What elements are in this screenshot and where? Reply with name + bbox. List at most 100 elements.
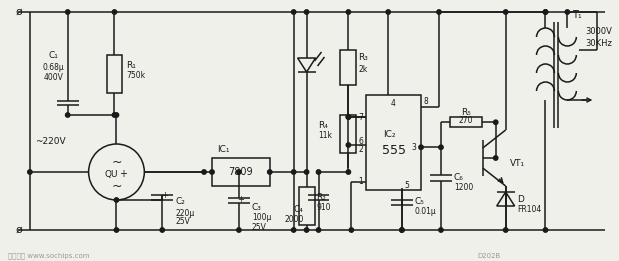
Circle shape [316, 228, 321, 232]
Circle shape [160, 228, 165, 232]
Text: 270: 270 [459, 116, 473, 125]
Circle shape [112, 113, 116, 117]
Circle shape [346, 143, 350, 147]
Bar [366, 95, 421, 190]
Circle shape [292, 10, 296, 14]
Text: 910: 910 [316, 204, 331, 212]
Circle shape [386, 10, 391, 14]
Circle shape [305, 228, 309, 232]
Circle shape [437, 10, 441, 14]
Text: D202B: D202B [478, 253, 501, 259]
Text: IC₁: IC₁ [217, 145, 230, 155]
Circle shape [493, 156, 498, 160]
Circle shape [267, 170, 272, 174]
Text: 220μ: 220μ [175, 209, 194, 217]
Text: D: D [517, 194, 524, 204]
Circle shape [210, 170, 214, 174]
Text: FR104: FR104 [517, 205, 542, 215]
Text: 2: 2 [358, 145, 363, 153]
Text: R₃: R₃ [358, 54, 368, 62]
Text: C₄: C₄ [294, 205, 303, 215]
Circle shape [115, 228, 119, 232]
Circle shape [543, 10, 548, 14]
Text: 750k: 750k [126, 72, 145, 80]
Text: C₆: C₆ [454, 173, 464, 181]
Text: +: + [161, 192, 168, 200]
Circle shape [305, 10, 309, 14]
Text: 8: 8 [423, 98, 428, 106]
Text: T₁: T₁ [573, 10, 582, 20]
Text: 蜂鸟图库 www.sochips.com: 蜂鸟图库 www.sochips.com [8, 253, 90, 259]
Text: R₄: R₄ [319, 121, 329, 129]
Text: 3: 3 [411, 143, 416, 152]
Text: 11k: 11k [319, 130, 332, 139]
Text: VT₁: VT₁ [509, 158, 525, 168]
Text: 7809: 7809 [228, 167, 253, 177]
Text: 2000: 2000 [284, 216, 303, 224]
Circle shape [493, 120, 498, 124]
Text: 1200: 1200 [454, 183, 473, 193]
Circle shape [400, 228, 404, 232]
Text: 2k: 2k [358, 64, 368, 74]
Circle shape [292, 170, 296, 174]
Text: 7: 7 [358, 112, 363, 122]
Circle shape [346, 10, 350, 14]
Text: 3000V: 3000V [586, 27, 612, 37]
Circle shape [346, 115, 350, 119]
Text: 5: 5 [404, 181, 409, 189]
Circle shape [346, 170, 350, 174]
Circle shape [202, 170, 206, 174]
Bar [106, 55, 123, 93]
Text: 25V: 25V [175, 217, 190, 227]
Bar [450, 117, 482, 127]
Circle shape [419, 145, 423, 150]
Text: 100μ: 100μ [252, 213, 271, 222]
Text: R₅: R₅ [461, 108, 471, 117]
Circle shape [305, 170, 309, 174]
Text: R₁: R₁ [126, 61, 136, 69]
Text: ~220V: ~220V [35, 138, 66, 146]
Bar [212, 158, 270, 186]
Text: +: + [238, 195, 245, 205]
Text: R₂: R₂ [316, 193, 326, 201]
Circle shape [115, 113, 119, 117]
Text: 555: 555 [382, 144, 405, 157]
Text: 0.01μ: 0.01μ [415, 207, 436, 217]
Text: C₁: C₁ [49, 50, 59, 60]
Text: 25V: 25V [252, 222, 267, 232]
Circle shape [349, 228, 353, 232]
Text: C₅: C₅ [415, 198, 425, 206]
Text: ø: ø [16, 7, 23, 17]
Text: ~: ~ [111, 180, 122, 193]
Circle shape [439, 145, 443, 150]
Circle shape [346, 115, 350, 119]
Text: 0.68μ: 0.68μ [43, 62, 64, 72]
Text: QU: QU [105, 169, 118, 179]
Text: C₃: C₃ [252, 203, 262, 211]
Bar [340, 115, 357, 153]
Text: 400V: 400V [44, 73, 64, 81]
Circle shape [112, 10, 116, 14]
Text: +: + [119, 169, 128, 179]
Text: 6: 6 [358, 137, 363, 145]
Circle shape [66, 113, 70, 117]
Text: 4: 4 [390, 98, 395, 108]
Circle shape [503, 228, 508, 232]
Circle shape [565, 10, 569, 14]
Circle shape [439, 228, 443, 232]
Circle shape [115, 198, 119, 202]
Circle shape [236, 228, 241, 232]
Circle shape [503, 10, 508, 14]
Bar [340, 50, 357, 85]
Circle shape [316, 170, 321, 174]
Text: 30KHz: 30KHz [586, 39, 612, 48]
Circle shape [28, 170, 32, 174]
Circle shape [543, 228, 548, 232]
Bar [298, 187, 314, 225]
Circle shape [236, 170, 241, 174]
Text: ø: ø [16, 225, 23, 235]
Text: ~: ~ [111, 156, 122, 169]
Circle shape [543, 10, 548, 14]
Circle shape [292, 228, 296, 232]
Text: IC₂: IC₂ [383, 130, 396, 139]
